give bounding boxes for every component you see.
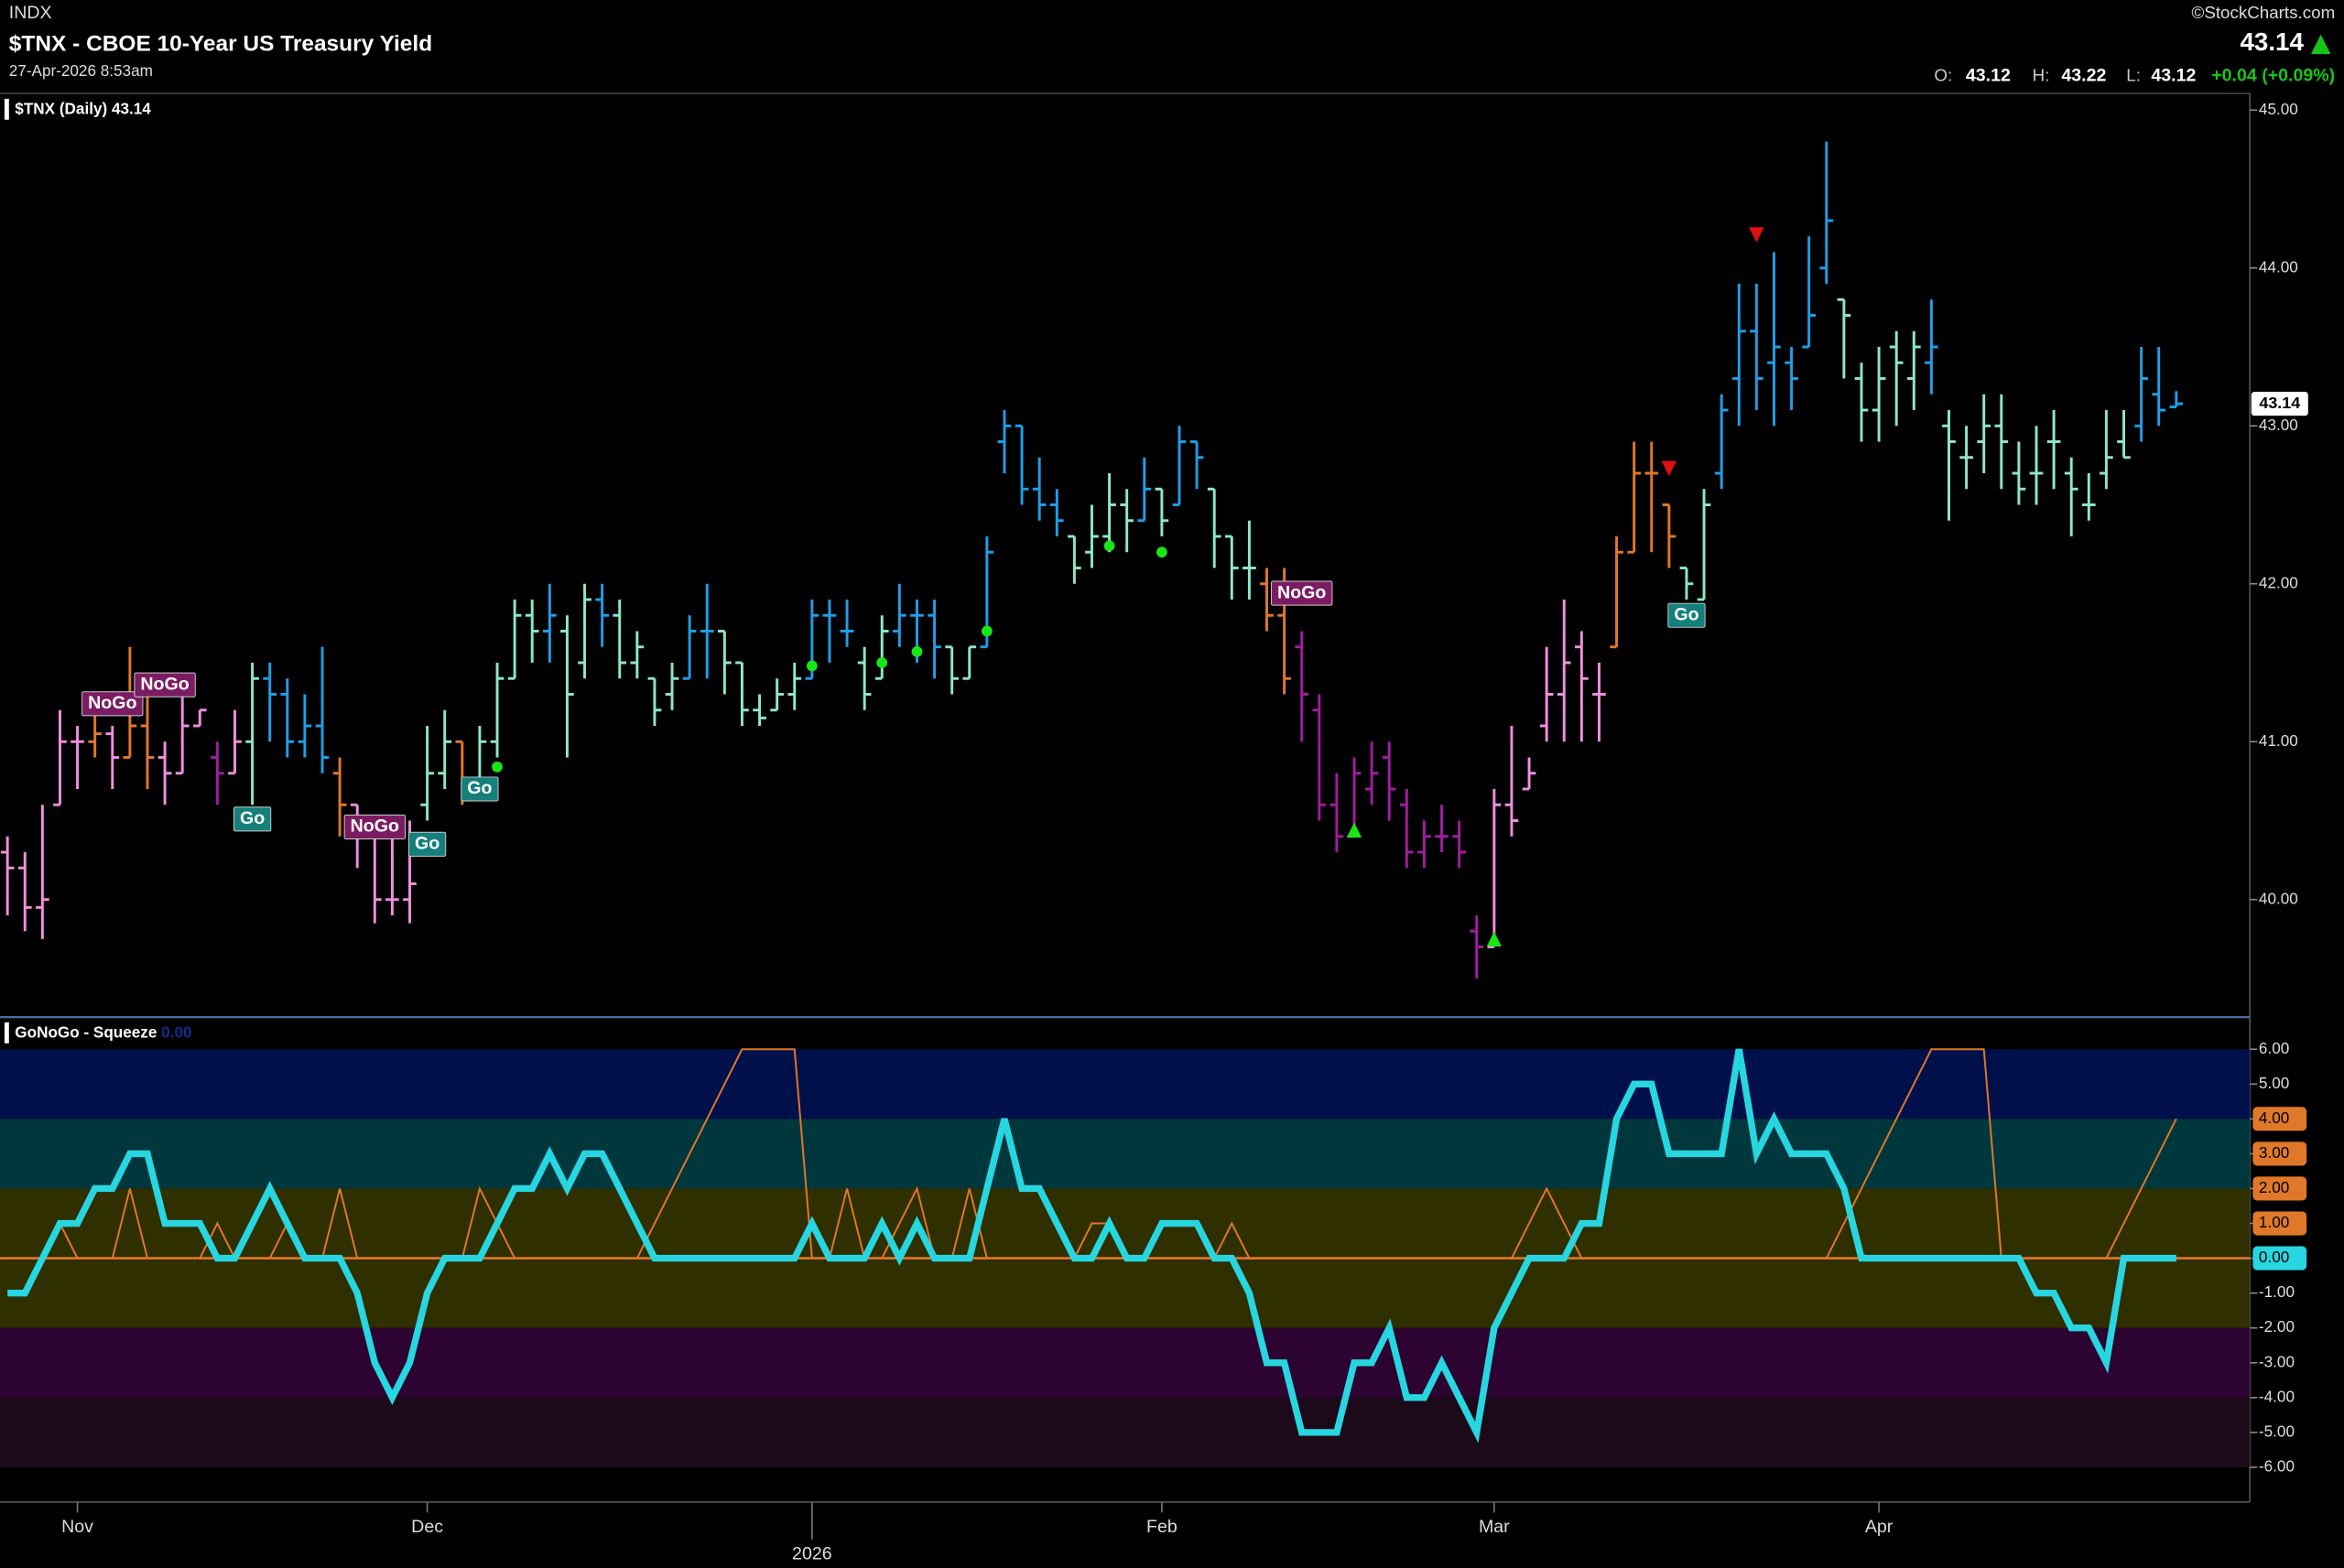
y-tick-label: -1.00 <box>2259 1282 2295 1301</box>
signal-up <box>1486 931 1502 947</box>
open-value: 43.12 <box>1966 66 2011 86</box>
signal-dot <box>1103 540 1115 552</box>
last-value-label: 43.14 <box>2259 394 2300 412</box>
y-tick-label: -6.00 <box>2259 1456 2295 1475</box>
y-tick-label: 2.00 <box>2259 1178 2289 1196</box>
annotation: NoGo <box>134 672 196 697</box>
copyright: ©StockCharts.com <box>2192 3 2336 22</box>
signal-dot <box>492 761 503 773</box>
y-tick-label: 5.00 <box>2259 1074 2289 1092</box>
annotation-label: NoGo <box>351 816 399 837</box>
zone-band <box>0 1327 2251 1398</box>
annotation-label: Go <box>1674 604 1698 624</box>
annotation-label: Go <box>415 834 440 854</box>
signal-dot <box>806 660 818 672</box>
y-tick-label: -2.00 <box>2259 1317 2295 1336</box>
annotation-box <box>461 776 499 802</box>
annotation: NoGo <box>81 691 144 717</box>
signal-dot <box>911 646 923 657</box>
signal-dot <box>982 625 993 637</box>
x-tick-label: Nov <box>61 1517 93 1537</box>
annotation-box <box>1271 580 1333 606</box>
y-tick-label: -3.00 <box>2259 1352 2295 1370</box>
annotation-label: NoGo <box>140 674 189 694</box>
y-tick-label: -5.00 <box>2259 1422 2295 1440</box>
y-tick-label: 40.00 <box>2259 889 2298 907</box>
plot-area: 40.0041.0042.0043.0044.0045.00NoGoNoGoGo… <box>0 100 2308 1563</box>
annotation-label: Go <box>240 808 265 828</box>
tick-box <box>2252 1107 2307 1131</box>
y-tick-label: 3.00 <box>2259 1143 2289 1162</box>
price-legend: $TNX (Daily) 43.14 <box>15 99 151 117</box>
annotation: NoGo <box>1271 580 1333 606</box>
annotation-box <box>134 672 196 697</box>
low-label: L: <box>2126 65 2141 84</box>
tick-box <box>2252 1176 2307 1201</box>
x-tick-label: 2026 <box>792 1543 832 1563</box>
chart-date: 27-Apr-2026 8:53am <box>9 61 153 80</box>
change: +0.04 (+0.09%) <box>2211 66 2335 86</box>
exchange: INDX <box>9 3 52 23</box>
annotation: Go <box>407 831 447 857</box>
high-label: H: <box>2033 65 2050 84</box>
signal-up <box>1346 822 1362 838</box>
signal-dot <box>876 657 888 668</box>
x-tick-label: Mar <box>1479 1517 1510 1537</box>
last-value-box <box>2251 392 2308 416</box>
legend-swatch <box>4 1022 9 1044</box>
annotation: Go <box>233 806 272 832</box>
x-tick-label: Feb <box>1146 1517 1177 1537</box>
zone-band <box>0 1049 2251 1119</box>
y-tick-label: 45.00 <box>2259 100 2298 118</box>
annotation-box <box>343 814 406 839</box>
annotation: Go <box>461 776 499 802</box>
zone-band <box>0 1119 2251 1189</box>
legend-text: $TNX (Daily) <box>15 99 107 117</box>
y-tick-label: 1.00 <box>2259 1213 2289 1231</box>
x-tick-label: Apr <box>1865 1517 1894 1537</box>
annotation-box <box>1667 602 1706 628</box>
annotation-box <box>81 691 144 717</box>
low-value: 43.12 <box>2151 66 2196 86</box>
signal-down <box>1749 227 1764 243</box>
y-tick-label: 42.00 <box>2259 573 2298 591</box>
squeeze-line <box>7 1048 2177 1260</box>
annotation-box <box>233 806 272 832</box>
high-value: 43.22 <box>2061 66 2106 86</box>
annotation: Go <box>1667 602 1706 628</box>
legend-value: 43.14 <box>112 99 151 117</box>
y-tick-label: 44.00 <box>2259 257 2298 276</box>
chart-title: $TNX - CBOE 10-Year US Treasury Yield <box>9 32 432 57</box>
tick-box <box>2252 1211 2307 1236</box>
last-price: 43.14 <box>2240 27 2304 56</box>
tick-box <box>2252 1141 2307 1166</box>
signal-dot <box>1156 546 1167 558</box>
y-tick-label: -4.00 <box>2259 1387 2295 1405</box>
indicator-legend: GoNoGo - Squeeze 0.00 <box>15 1022 191 1041</box>
y-tick-label: 6.00 <box>2259 1039 2289 1057</box>
up-icon <box>2311 34 2331 54</box>
legend-text: GoNoGo - Squeeze <box>15 1022 157 1041</box>
legend-swatch <box>4 98 9 120</box>
annotation-label: Go <box>467 778 492 798</box>
annotation-label: NoGo <box>88 693 136 713</box>
oscillator-line <box>7 1048 2176 1444</box>
y-tick-label: 43.00 <box>2259 416 2298 434</box>
zone-band <box>0 1397 2251 1467</box>
open-label: O: <box>1934 65 1952 84</box>
x-tick-label: Dec <box>411 1517 443 1537</box>
annotation-box <box>407 831 447 857</box>
y-tick-label: 0.00 <box>2259 1248 2289 1266</box>
signal-down <box>1661 460 1677 476</box>
y-tick-label: 41.00 <box>2259 731 2298 750</box>
y-tick-label: 4.00 <box>2259 1108 2289 1127</box>
annotation: NoGo <box>343 814 406 839</box>
tick-box <box>2252 1246 2307 1271</box>
legend-value: 0.00 <box>161 1022 191 1041</box>
annotation-label: NoGo <box>1277 582 1326 602</box>
